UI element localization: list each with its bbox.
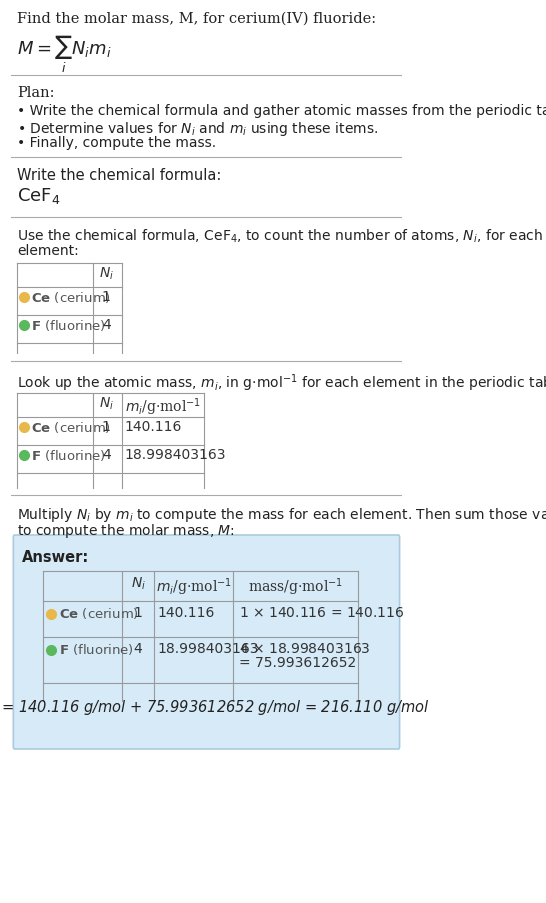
Text: mass/g$\cdot$mol$^{-1}$: mass/g$\cdot$mol$^{-1}$ [248, 575, 343, 597]
Text: Look up the atomic mass, $m_i$, in g$\cdot$mol$^{-1}$ for each element in the pe: Look up the atomic mass, $m_i$, in g$\cd… [17, 372, 546, 393]
Text: $\mathrm{CeF_4}$: $\mathrm{CeF_4}$ [17, 186, 61, 206]
Text: element:: element: [17, 244, 79, 257]
Text: $m_i$/g$\cdot$mol$^{-1}$: $m_i$/g$\cdot$mol$^{-1}$ [156, 575, 232, 597]
Text: • Determine values for $N_i$ and $m_i$ using these items.: • Determine values for $N_i$ and $m_i$ u… [17, 120, 378, 138]
Text: Write the chemical formula:: Write the chemical formula: [17, 168, 221, 182]
Text: 4: 4 [134, 641, 143, 656]
Text: $N_i$: $N_i$ [130, 575, 146, 591]
Text: $\mathbf{Ce}$ (cerium): $\mathbf{Ce}$ (cerium) [59, 605, 139, 620]
Text: Multiply $N_i$ by $m_i$ to compute the mass for each element. Then sum those val: Multiply $N_i$ by $m_i$ to compute the m… [17, 506, 546, 524]
Text: $\mathbf{F}$ (fluorine): $\mathbf{F}$ (fluorine) [31, 448, 106, 462]
Text: to compute the molar mass, $M$:: to compute the molar mass, $M$: [17, 521, 235, 539]
Text: 140.116: 140.116 [158, 605, 215, 619]
Text: 18.998403163: 18.998403163 [125, 448, 227, 461]
Text: 18.998403163: 18.998403163 [158, 641, 259, 656]
Text: Use the chemical formula, $\mathrm{CeF_4}$, to count the number of atoms, $N_i$,: Use the chemical formula, $\mathrm{CeF_4… [17, 228, 543, 245]
Text: 4 $\times$ 18.998403163: 4 $\times$ 18.998403163 [239, 641, 370, 656]
Text: 4: 4 [102, 318, 111, 331]
Text: • Write the chemical formula and gather atomic masses from the periodic table.: • Write the chemical formula and gather … [17, 104, 546, 118]
Text: 1: 1 [134, 605, 143, 619]
Text: 1: 1 [102, 290, 111, 303]
Text: 1: 1 [102, 420, 111, 433]
Text: $\mathbf{F}$ (fluorine): $\mathbf{F}$ (fluorine) [59, 641, 134, 656]
Text: 1 $\times$ 140.116 = 140.116: 1 $\times$ 140.116 = 140.116 [239, 605, 404, 619]
Text: $N_i$: $N_i$ [99, 265, 114, 282]
Text: Plan:: Plan: [17, 86, 55, 100]
Text: 4: 4 [102, 448, 111, 461]
Text: $\mathbf{Ce}$ (cerium): $\mathbf{Ce}$ (cerium) [31, 420, 111, 434]
FancyBboxPatch shape [13, 535, 400, 749]
Text: Answer:: Answer: [22, 549, 89, 564]
Text: = 75.993612652: = 75.993612652 [239, 656, 356, 669]
Text: $M$ = 140.116 g/mol + 75.993612652 g/mol = 216.110 g/mol: $M$ = 140.116 g/mol + 75.993612652 g/mol… [0, 697, 429, 716]
Text: $N_i$: $N_i$ [99, 396, 114, 412]
Text: $m_i$/g$\cdot$mol$^{-1}$: $m_i$/g$\cdot$mol$^{-1}$ [125, 396, 201, 417]
Text: $M = \sum_i N_i m_i$: $M = \sum_i N_i m_i$ [17, 34, 111, 75]
Text: • Finally, compute the mass.: • Finally, compute the mass. [17, 135, 216, 150]
Text: $\mathbf{Ce}$ (cerium): $\mathbf{Ce}$ (cerium) [31, 290, 111, 304]
Text: Find the molar mass, M, for cerium(IV) fluoride:: Find the molar mass, M, for cerium(IV) f… [17, 12, 376, 26]
Text: $\mathbf{F}$ (fluorine): $\mathbf{F}$ (fluorine) [31, 318, 106, 332]
Text: 140.116: 140.116 [125, 420, 182, 433]
